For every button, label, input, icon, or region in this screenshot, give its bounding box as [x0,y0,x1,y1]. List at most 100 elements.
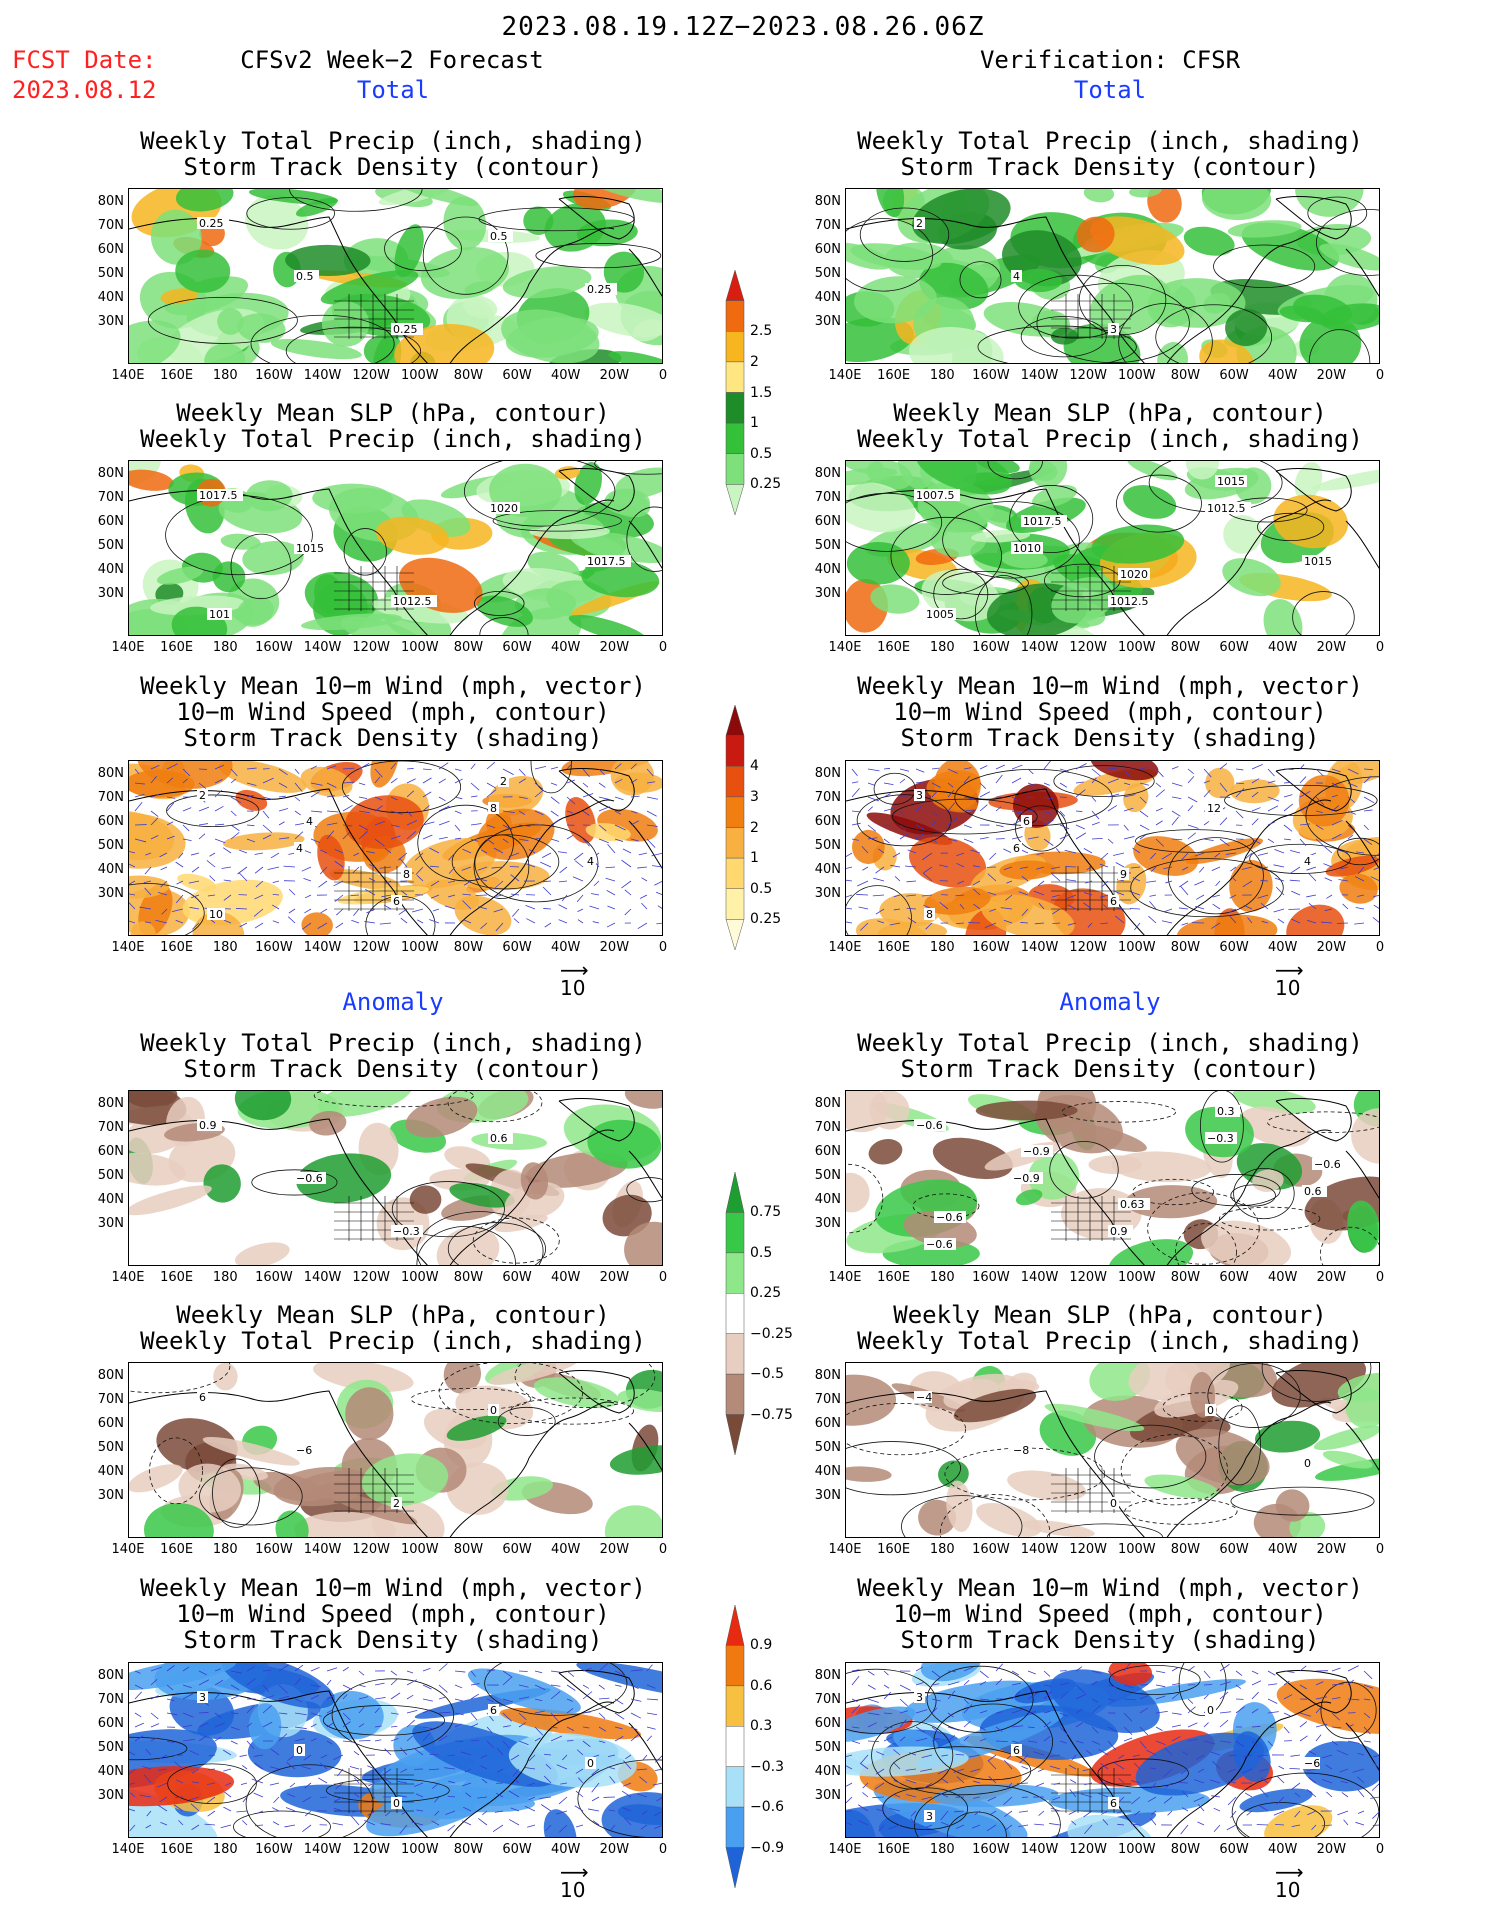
fa-slp-lon-tick: 0 [658,1542,668,1557]
va-precip-lon-tick: 60W [1219,1270,1249,1285]
fa-wind-lon-tick: 140W [303,1842,342,1857]
precip-total-colorbar-swatch [725,484,745,516]
va-precip-map-canvas: −0.6 −0.9 0.9 −0.3 0.6 −0.6 −0.9 0.63 0.3 −0.6 −0.… [846,1091,1379,1265]
ft-slp-contour-label: 1017.5 [199,489,238,502]
va-slp-contour-label: 0 [1207,1404,1214,1417]
precip-total-colorbar-swatch [725,331,745,363]
fa-slp-lat-tick: 60N [97,1416,124,1431]
ft-wind-title: Weekly Mean 10−m Wind (mph, vector) 10−m … [140,672,646,752]
ft-precip-lon-tick: 40W [551,368,581,383]
fa-wind-lat-tick: 60N [97,1716,124,1731]
vt-wind-lon-tick: 0 [1375,940,1385,955]
va-wind-lon-tick: 60W [1219,1842,1249,1857]
ft-slp-title: Weekly Mean SLP (hPa, contour) Weekly Tot… [140,399,646,453]
fa-precip-lon-tick: 160E [160,1270,194,1285]
vt-slp-map: 1007.5 1010 1012.5 1012.5 1015 1005 1017.5 1020… [845,460,1380,636]
fa-wind-map: 3 0 0 6 0 [128,1662,663,1838]
ft-slp-contour-label: 1017.5 [587,555,626,568]
vt-vector-reference: ⟶ 10 [1275,958,1304,1000]
va-wind-contour-label: 3 [916,1691,923,1704]
va-wind-contour-label: −6 [1304,1757,1320,1770]
fa-slp-contour-label: 0 [490,1404,497,1417]
vt-slp-lat-tick: 60N [814,514,841,529]
ft-wind-lon-tick: 40W [551,940,581,955]
precip-anomaly-colorbar-swatch [725,1171,745,1213]
vt-precip-lat-tick: 70N [814,218,841,233]
fa-precip-lon-tick: 20W [599,1270,630,1285]
vt-precip-lat-tick: 50N [814,266,841,281]
fa-slp-lat-tick: 40N [97,1464,124,1479]
vt-wind-contour-label: 6 [1023,815,1030,828]
va-precip-title: Weekly Total Precip (inch, shading) Storm… [857,1029,1363,1083]
fa-slp-lon-tick: 60W [502,1542,532,1557]
precip-total-colorbar-label: 2.5 [750,323,773,340]
va-precip-lon-tick: 20W [1316,1270,1347,1285]
vt-slp-title: Weekly Mean SLP (hPa, contour) Weekly Tot… [857,399,1363,453]
va-slp-contour-label: 0 [1304,1457,1311,1470]
ft-precip-lon-tick: 160E [160,368,194,383]
ft-slp-lon-tick: 120W [352,640,391,655]
storm-anomaly-colorbar-swatch [725,1604,745,1646]
vt-wind-map-canvas: 3 6 6 12 4 8 6 9 [846,761,1379,935]
va-wind-lon-tick: 20W [1316,1842,1347,1857]
ft-slp-lat-tick: 60N [97,514,124,529]
precip-anomaly-colorbar-swatch [725,1373,745,1415]
storm-total-colorbar-swatch [725,766,745,798]
ft-wind-lon-tick: 180 [212,940,238,955]
ft-slp-lon-tick: 180 [212,640,238,655]
ft-precip-lat-tick: 50N [97,266,124,281]
precip-total-colorbar-label: 1 [750,415,759,432]
storm-total-colorbar-swatch [725,704,745,736]
vt-precip-lon-tick: 40W [1268,368,1298,383]
fa-wind-lon-tick: 60W [502,1842,532,1857]
ft-wind-lon-tick: 60W [502,940,532,955]
va-slp-map-canvas: −4 −8 0 0 0 [846,1363,1379,1537]
storm-total-colorbar-swatch [725,888,745,920]
ft-slp-contour-label: 1012.5 [393,595,432,608]
vt-slp-lon-tick: 60W [1219,640,1249,655]
va-precip-lat-tick: 70N [814,1120,841,1135]
fa-wind-contour-label: 0 [393,1797,400,1810]
fa-slp-map: 6 −6 2 0 [128,1362,663,1538]
va-slp-lon-tick: 160W [972,1542,1010,1557]
vt-slp-lon-tick: 160E [877,640,911,655]
ft-wind-lat-tick: 40N [97,862,124,877]
fa-wind-contour-label: 6 [490,1704,497,1717]
storm-anomaly-colorbar-label: −0.9 [750,1839,784,1856]
ft-slp-lat-tick: 80N [97,466,124,481]
fa-wind-lat-tick: 70N [97,1692,124,1707]
vt-slp-lon-tick: 120W [1069,640,1108,655]
va-wind-lon-tick: 80W [1170,1842,1201,1857]
fa-slp-title: Weekly Mean SLP (hPa, contour) Weekly Tot… [140,1301,646,1355]
ft-wind-contour-label: 4 [296,842,303,855]
storm-anomaly-colorbar-swatch [725,1685,745,1727]
vt-wind-contour-label: 12 [1207,802,1221,815]
precip-total-colorbar-swatch [725,269,745,301]
ft-slp-lon-tick: 20W [599,640,630,655]
va-wind-lon-tick: 100W [1117,1842,1156,1857]
ft-precip-contour-label: 0.5 [296,270,314,283]
storm-total-colorbar-swatch [725,919,745,951]
va-precip-lon-tick: 160E [877,1270,911,1285]
fa-slp-map-canvas: 6 −6 2 0 [129,1363,662,1537]
va-slp-lat-tick: 70N [814,1392,841,1407]
va-precip-contour-label: −0.9 [1013,1172,1040,1185]
vt-precip-lon-tick: 180 [929,368,955,383]
vt-slp-map-canvas: 1007.5 1010 1012.5 1012.5 1015 1005 1017.5 1020… [846,461,1379,635]
vt-slp-contour-label: 1005 [926,608,954,621]
storm-anomaly-colorbar-label: −0.6 [750,1799,784,1816]
va-slp-lon-tick: 160E [877,1542,911,1557]
ft-wind-contour-label: 4 [306,815,313,828]
va-slp-lon-tick: 100W [1117,1542,1156,1557]
storm-anomaly-colorbar-swatch [725,1806,745,1848]
vt-precip-lon-tick: 60W [1219,368,1249,383]
va-precip-lon-tick: 140E [828,1270,862,1285]
fa-wind-lat-tick: 30N [97,1788,124,1803]
ft-wind-lat-tick: 70N [97,790,124,805]
verification-anomaly-label: Anomaly [1059,988,1161,1016]
precip-anomaly-colorbar-label: −0.75 [750,1406,793,1423]
storm-anomaly-colorbar-swatch [725,1847,745,1889]
storm-anomaly-colorbar-label: 0.3 [750,1718,773,1735]
fa-precip-contour-label: 0.6 [490,1132,508,1145]
vt-precip-lon-tick: 160E [877,368,911,383]
